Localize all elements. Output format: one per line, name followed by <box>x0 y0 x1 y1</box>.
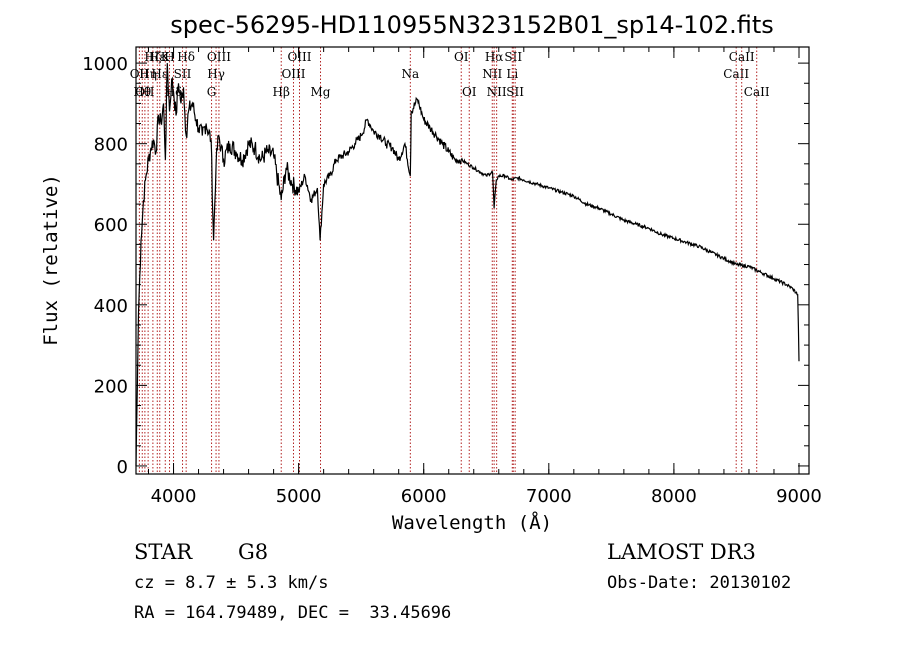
chart-title: spec-56295-HD110955N323152B01_sp14-102.f… <box>170 11 774 39</box>
y-axis-label: Flux (relative) <box>40 174 62 346</box>
line-label-6708: Li <box>506 67 518 81</box>
line-label-4304: G <box>207 85 217 99</box>
line-label-5175: Mg <box>311 85 331 99</box>
line-label-4959: OIII <box>281 67 305 81</box>
line-label-6300: OI <box>454 50 469 64</box>
object-class: STAR <box>134 540 193 564</box>
plot-frame <box>135 46 810 475</box>
object-subclass: G8 <box>238 540 269 564</box>
line-label-3870: Hε <box>149 50 166 64</box>
y-tick-label-600: 600 <box>94 215 128 236</box>
line-label-3771: OII <box>135 85 155 99</box>
line-label-4363: OIII <box>207 50 231 64</box>
line-label-5007: OIII <box>287 50 311 64</box>
y-tick-label-0: 0 <box>117 457 128 478</box>
y-tick-label-200: 200 <box>94 376 128 397</box>
line-label-6583: NII <box>487 85 507 99</box>
coordinates: RA = 164.79489, DEC = 33.45696 <box>134 603 452 623</box>
y-tick-label-400: 400 <box>94 296 128 317</box>
redshift-velocity: cz = 8.7 ± 5.3 km/s <box>134 573 329 593</box>
line-label-3727: OII <box>130 67 150 81</box>
line-label-6364: OI <box>462 85 477 99</box>
line-label-3934: K <box>161 50 171 64</box>
x-tick-label-5000: 5000 <box>276 486 322 507</box>
x-tick-label-9000: 9000 <box>776 486 822 507</box>
x-tick-label-8000: 8000 <box>651 486 697 507</box>
line-label-8542: CaII <box>729 50 755 64</box>
emission-line-markers: OIIHθOIIHηHζHεHεKHHδSIIHδGHγOIIIHβOIIIOI… <box>130 47 770 474</box>
line-label-4340: Hγ <box>207 67 225 81</box>
line-label-6563: Hα <box>485 50 504 64</box>
line-label-3835: Hζ <box>144 50 161 64</box>
line-label-8662: CaII <box>744 85 770 99</box>
x-tick-label-6000: 6000 <box>401 486 447 507</box>
observation-date: Obs-Date: 20130102 <box>607 573 792 593</box>
line-label-8498: CaII <box>723 67 749 81</box>
x-tick-label-4000: 4000 <box>151 486 197 507</box>
line-label-4072: SII <box>174 67 192 81</box>
line-label-4101: Hδ <box>177 50 195 64</box>
y-axis-ticks: 0 200 400 600 800 1000 <box>82 54 809 478</box>
line-label-3968: H <box>164 50 174 64</box>
line-label-4861: Hβ <box>273 85 290 99</box>
line-label-6716: SII <box>504 50 522 64</box>
line-label-3797: Hη <box>139 67 157 81</box>
x-axis-ticks: 4000 5000 6000 7000 8000 9000 <box>148 47 822 507</box>
y-tick-label-1000: 1000 <box>82 54 128 75</box>
y-tick-label-800: 800 <box>94 135 128 156</box>
line-label-3890: Hε <box>151 67 168 81</box>
line-label-5893: Na <box>402 67 420 81</box>
line-label-6548: NII <box>482 67 502 81</box>
line-label-3750: Hθ <box>133 85 151 99</box>
line-label-6731: SII <box>506 85 524 99</box>
x-tick-label-7000: 7000 <box>526 486 572 507</box>
survey-name: LAMOST DR3 <box>607 540 756 564</box>
x-axis-label: Wavelength (Å) <box>392 511 552 534</box>
flux-series-line <box>135 63 800 466</box>
